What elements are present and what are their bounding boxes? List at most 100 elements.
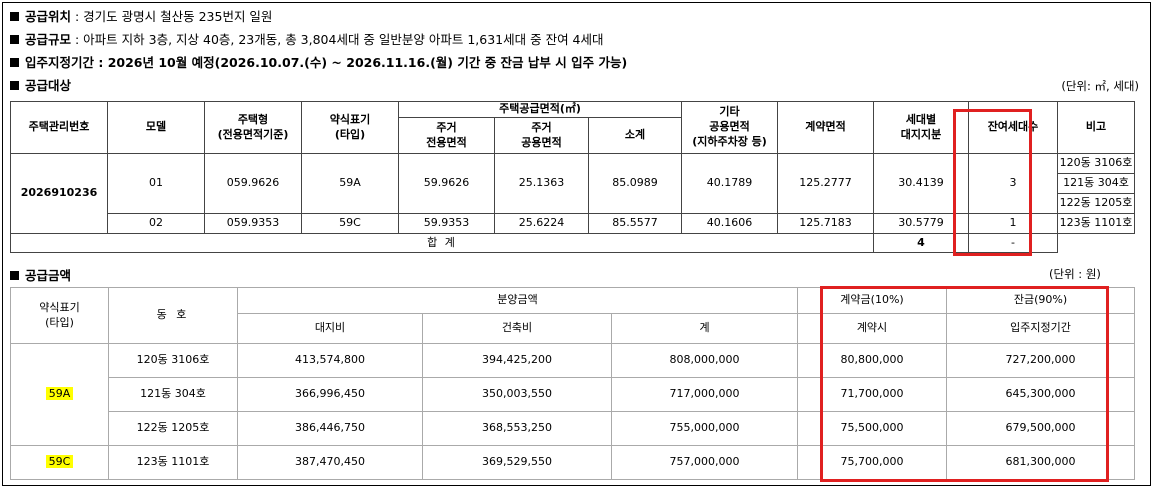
note-cell: 122동 1205호 (1057, 193, 1135, 214)
supply-scale-value: : 아파트 지하 3층, 지상 40층, 23개동, 총 3,804세대 중 일… (71, 32, 604, 47)
table-row: 121동 304호 366,996,450 350,003,550 717,00… (11, 377, 1135, 412)
land-cost-cell: 366,996,450 (237, 377, 423, 412)
note-cell: 123동 1101호 (1057, 213, 1135, 234)
model-cell: 02 (107, 213, 205, 234)
header-land-share: 세대별 대지지분 (873, 101, 969, 154)
supply-location-label: 공급위치 (25, 9, 72, 24)
bullet-square-icon (10, 58, 19, 67)
total-note-cell: - (968, 233, 1058, 253)
subtotal-cell: 85.5577 (588, 213, 682, 234)
type-cell: 59A (10, 343, 109, 446)
supply-price-label: 공급금액 (25, 268, 72, 283)
housing-type-cell: 059.9626 (204, 153, 302, 214)
supply-scale-label: 공급규모 (25, 32, 72, 47)
land-share-cell: 30.5779 (873, 213, 969, 234)
housing-type-cell: 059.9353 (204, 213, 302, 234)
unit-cell: 121동 304호 (108, 377, 238, 412)
type-cell: 59C (301, 213, 399, 234)
supply-target-label: 공급대상 (25, 78, 72, 93)
type-cell: 59C (10, 445, 109, 480)
header-total: 계 (611, 313, 798, 344)
supply-location-value: : 경기도 광명시 철산동 235번지 일원 (71, 9, 273, 24)
land-share-cell: 30.4139 (873, 153, 969, 214)
total-cell: 717,000,000 (611, 377, 798, 412)
total-remaining-cell: 4 (873, 233, 969, 253)
contract-area-cell: 125.2777 (777, 153, 874, 214)
deposit-cell: 80,800,000 (797, 343, 947, 378)
exclusive-cell: 59.9353 (398, 213, 495, 234)
unit-cell: 120동 3106호 (108, 343, 238, 378)
other-common-cell: 40.1606 (681, 213, 778, 234)
balance-cell: 681,300,000 (946, 445, 1135, 480)
total-label: 합 계 (10, 233, 874, 253)
total-row: 합 계 4 - (10, 233, 1135, 253)
subtotal-cell: 85.0989 (588, 153, 682, 214)
header-building-cost: 건축비 (422, 313, 612, 344)
table-row: 02 059.9353 59C 59.9353 25.6224 85.5577 … (11, 213, 1135, 234)
bullet-square-icon (10, 81, 19, 90)
deposit-cell: 75,500,000 (797, 411, 947, 446)
supply-target-heading: 공급대상 (10, 75, 71, 94)
header-model: 모델 (107, 101, 205, 154)
header-type-label: 약식표기 (타입) (301, 101, 399, 154)
building-cost-cell: 350,003,550 (422, 377, 612, 412)
header-type-label: 약식표기 (타입) (10, 287, 109, 344)
header-subtotal: 소계 (588, 117, 682, 154)
type-highlight: 59A (45, 387, 74, 401)
type-highlight: 59C (45, 455, 74, 469)
supply-price-table: 약식표기 (타입) 동 호 분양금액 계약금(10%) 잔금(90%) 대지비 … (10, 287, 1135, 480)
header-balance: 잔금(90%) (946, 287, 1135, 314)
header-supply-area: 주택공급면적(㎡) (398, 101, 682, 118)
header-balance-when: 입주지정기간 (946, 313, 1135, 344)
building-cost-cell: 394,425,200 (422, 343, 612, 378)
exclusive-cell: 59.9626 (398, 153, 495, 214)
supply-target-table: 주택관리번호 모델 주택형 (전용면적기준) 약식표기 (타입) 주택공급면적(… (10, 101, 1135, 253)
common-cell: 25.6224 (494, 213, 589, 234)
balance-cell: 727,200,000 (946, 343, 1135, 378)
header-land-cost: 대지비 (237, 313, 423, 344)
movein-period-line: 입주지정기간 : 2026년 10월 예정(2026.10.07.(수) ~ 2… (10, 52, 627, 71)
contract-area-cell: 125.7183 (777, 213, 874, 234)
bullet-square-icon (10, 271, 19, 280)
bullet-square-icon (10, 35, 19, 44)
note-cell: 121동 304호 (1057, 173, 1135, 194)
unit-cell: 122동 1205호 (108, 411, 238, 446)
remaining-cell: 1 (968, 213, 1058, 234)
table-row: 59C 123동 1101호 387,470,450 369,529,550 7… (10, 445, 1135, 480)
movein-period-label: 입주지정기간 (25, 55, 95, 70)
supply-price-heading: 공급금액 (10, 265, 71, 284)
header-mgmt-no: 주택관리번호 (10, 101, 108, 154)
deposit-cell: 75,700,000 (797, 445, 947, 480)
header-exclusive: 주거 전용면적 (398, 117, 495, 154)
supply-scale-line: 공급규모 : 아파트 지하 3층, 지상 40층, 23개동, 총 3,804세… (10, 29, 604, 48)
balance-cell: 679,500,000 (946, 411, 1135, 446)
header-housing-type: 주택형 (전용면적기준) (204, 101, 302, 154)
note-cell: 120동 3106호 (1057, 153, 1135, 174)
movein-period-value: : 2026년 10월 예정(2026.10.07.(수) ~ 2026.11.… (94, 55, 628, 70)
model-cell: 01 (107, 153, 205, 214)
target-unit-note: (단위: ㎡, 세대) (1061, 79, 1139, 93)
header-deposit-when: 계약시 (797, 313, 947, 344)
land-cost-cell: 387,470,450 (237, 445, 423, 480)
mgmt-no-cell: 2026910236 (10, 153, 108, 234)
other-common-cell: 40.1789 (681, 153, 778, 214)
deposit-cell: 71,700,000 (797, 377, 947, 412)
header-deposit: 계약금(10%) (797, 287, 947, 314)
table-row: 122동 1205호 386,446,750 368,553,250 755,0… (11, 411, 1135, 446)
building-cost-cell: 369,529,550 (422, 445, 612, 480)
total-cell: 808,000,000 (611, 343, 798, 378)
unit-cell: 123동 1101호 (108, 445, 238, 480)
table-row: 2026910236 01 059.9626 59A 59.9626 25.13… (10, 153, 1135, 234)
table-row: 59A 120동 3106호 413,574,800 394,425,200 8… (10, 343, 1135, 446)
land-cost-cell: 386,446,750 (237, 411, 423, 446)
header-sale-price: 분양금액 (237, 287, 798, 314)
header-contract-area: 계약면적 (777, 101, 874, 154)
header-common: 주거 공용면적 (494, 117, 589, 154)
header-unit: 동 호 (108, 287, 238, 344)
header-remaining: 잔여세대수 (968, 101, 1058, 154)
header-note: 비고 (1057, 101, 1135, 154)
price-unit-note: (단위 : 원) (1049, 267, 1101, 281)
building-cost-cell: 368,553,250 (422, 411, 612, 446)
type-cell: 59A (301, 153, 399, 214)
